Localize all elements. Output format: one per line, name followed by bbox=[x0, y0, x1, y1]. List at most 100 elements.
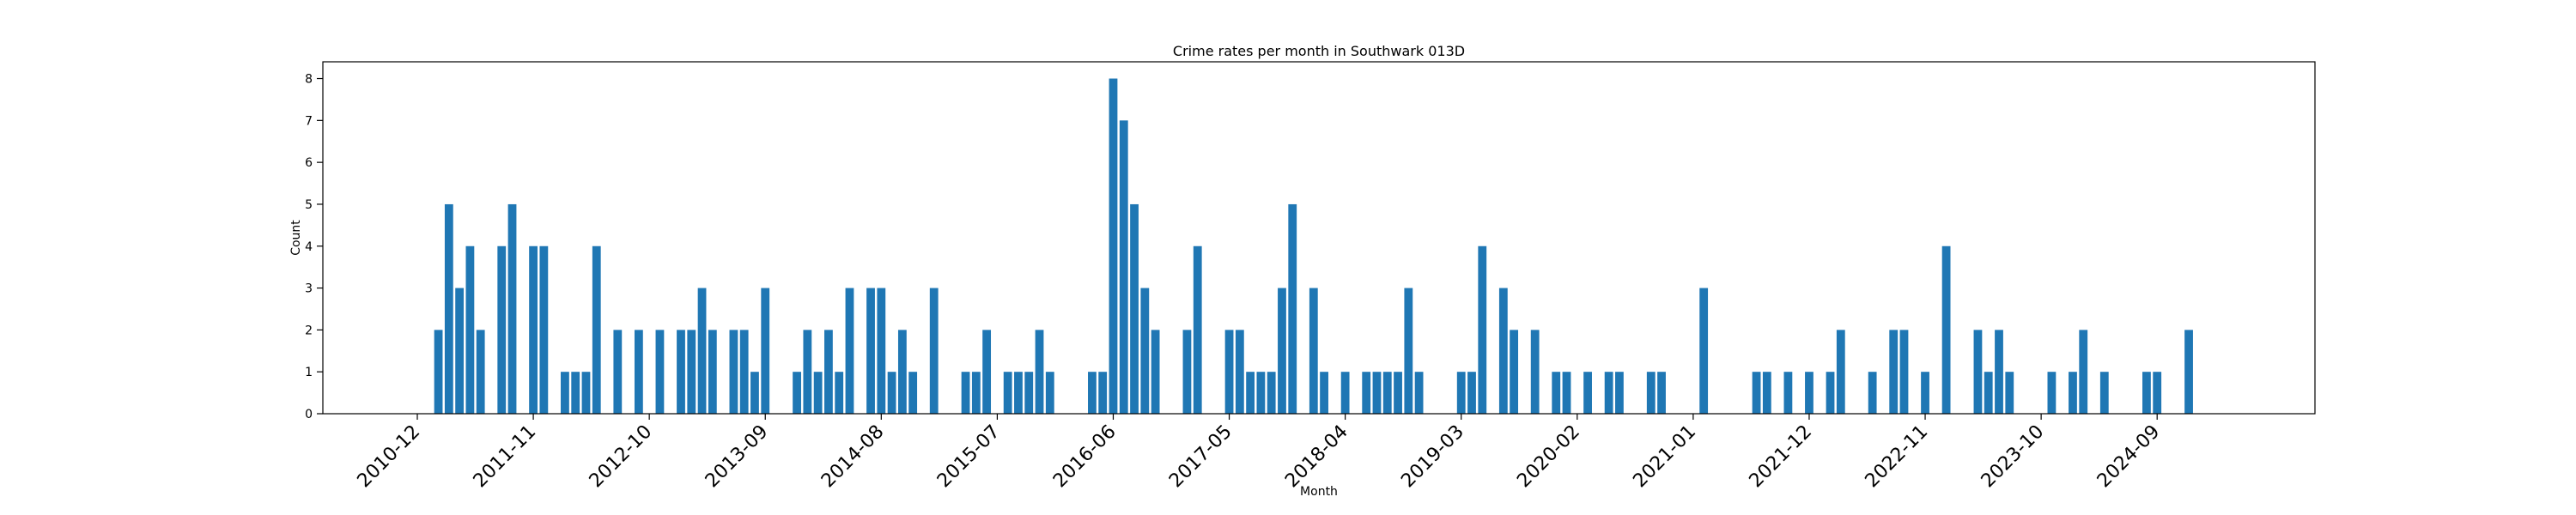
x-axis: 2010-12 2011-11 2012-10 2013-09 2014-08 2015-… bbox=[354, 414, 2165, 493]
x-tick-label: 2023-10 bbox=[1978, 421, 2049, 493]
y-tick-label: 2 bbox=[305, 324, 313, 337]
x-tick-label: 2021-12 bbox=[1746, 421, 1817, 493]
bar bbox=[1414, 372, 1424, 414]
bar bbox=[465, 245, 475, 414]
bar bbox=[835, 372, 844, 414]
bar bbox=[1562, 372, 1571, 414]
bar bbox=[1762, 372, 1771, 414]
bar bbox=[971, 372, 981, 414]
bar bbox=[697, 288, 707, 414]
bar bbox=[529, 245, 538, 414]
bar bbox=[455, 288, 465, 414]
bar bbox=[1836, 330, 1845, 414]
bar bbox=[1783, 372, 1793, 414]
bar bbox=[1130, 203, 1139, 414]
bar bbox=[1868, 372, 1877, 414]
bar bbox=[561, 372, 569, 414]
bar bbox=[1899, 330, 1909, 414]
bar bbox=[708, 330, 717, 414]
y-tick-label: 3 bbox=[305, 282, 313, 296]
bar bbox=[497, 245, 507, 414]
bar bbox=[1973, 330, 1983, 414]
bar bbox=[1826, 372, 1835, 414]
x-tick-label: 2011-11 bbox=[470, 421, 541, 493]
bar bbox=[1024, 372, 1034, 414]
bar bbox=[897, 330, 907, 414]
bar bbox=[1456, 372, 1466, 414]
bar bbox=[1995, 330, 2003, 414]
y-tick-label: 8 bbox=[305, 73, 313, 87]
y-tick-label: 5 bbox=[305, 198, 313, 212]
bar bbox=[507, 203, 517, 414]
bar bbox=[1805, 372, 1814, 414]
bar bbox=[982, 330, 992, 414]
bar bbox=[444, 203, 453, 414]
bar bbox=[813, 372, 823, 414]
bar bbox=[655, 330, 665, 414]
bar bbox=[2142, 372, 2151, 414]
bar bbox=[750, 372, 759, 414]
bar bbox=[434, 330, 443, 414]
y-axis: 0 1 2 3 4 5 6 7 8 bbox=[305, 73, 323, 421]
bar bbox=[866, 288, 875, 414]
y-tick-label: 4 bbox=[305, 240, 313, 254]
bar bbox=[2005, 372, 2014, 414]
bar bbox=[1530, 330, 1540, 414]
plot-frame bbox=[322, 61, 2316, 415]
bar bbox=[887, 372, 896, 414]
bar bbox=[1510, 330, 1519, 414]
bar bbox=[1003, 372, 1012, 414]
x-tick-label: 2016-06 bbox=[1049, 421, 1121, 493]
bar bbox=[1467, 372, 1476, 414]
bar bbox=[2184, 330, 2193, 414]
bar bbox=[908, 372, 918, 414]
bar bbox=[1309, 288, 1318, 414]
bar bbox=[687, 330, 696, 414]
bar bbox=[634, 330, 643, 414]
bar bbox=[1151, 330, 1160, 414]
bar bbox=[1278, 288, 1286, 414]
bar bbox=[1657, 372, 1666, 414]
bar bbox=[739, 330, 749, 414]
bar bbox=[1014, 372, 1023, 414]
bar bbox=[729, 330, 738, 414]
y-axis-label: Count bbox=[289, 220, 303, 256]
bar bbox=[1941, 245, 1951, 414]
x-tick-label: 2022-11 bbox=[1862, 421, 1933, 493]
bar bbox=[613, 330, 623, 414]
bar bbox=[1288, 203, 1297, 414]
bar bbox=[571, 372, 580, 414]
bar bbox=[592, 245, 601, 414]
bar bbox=[1394, 372, 1402, 414]
bars bbox=[434, 78, 2193, 415]
x-tick-label: 2014-08 bbox=[817, 421, 889, 493]
x-tick-label: 2019-03 bbox=[1397, 421, 1468, 493]
bar bbox=[961, 372, 970, 414]
bar bbox=[1362, 372, 1371, 414]
bar bbox=[1320, 372, 1328, 414]
bar bbox=[1583, 372, 1592, 414]
bar bbox=[2099, 372, 2109, 414]
x-tick-label: 2015-07 bbox=[933, 421, 1005, 493]
bar bbox=[1140, 288, 1150, 414]
bar bbox=[803, 330, 812, 414]
bar bbox=[2153, 372, 2162, 414]
bar bbox=[1552, 372, 1561, 414]
bar bbox=[793, 372, 801, 414]
bar bbox=[1615, 372, 1624, 414]
x-tick-label: 2018-04 bbox=[1281, 421, 1352, 493]
bar bbox=[1646, 372, 1656, 414]
bar bbox=[877, 288, 886, 414]
bar bbox=[1382, 372, 1392, 414]
bar bbox=[1224, 330, 1234, 414]
bar bbox=[677, 330, 685, 414]
x-tick-label: 2024-09 bbox=[2093, 421, 2165, 493]
bar bbox=[1035, 330, 1044, 414]
bar bbox=[1182, 330, 1192, 414]
bar bbox=[1604, 372, 1613, 414]
x-tick-label: 2021-01 bbox=[1629, 421, 1700, 493]
bar bbox=[1235, 330, 1244, 414]
bar bbox=[1267, 372, 1276, 414]
x-tick-label: 2010-12 bbox=[354, 421, 425, 493]
x-axis-label: Month bbox=[1300, 485, 1338, 499]
